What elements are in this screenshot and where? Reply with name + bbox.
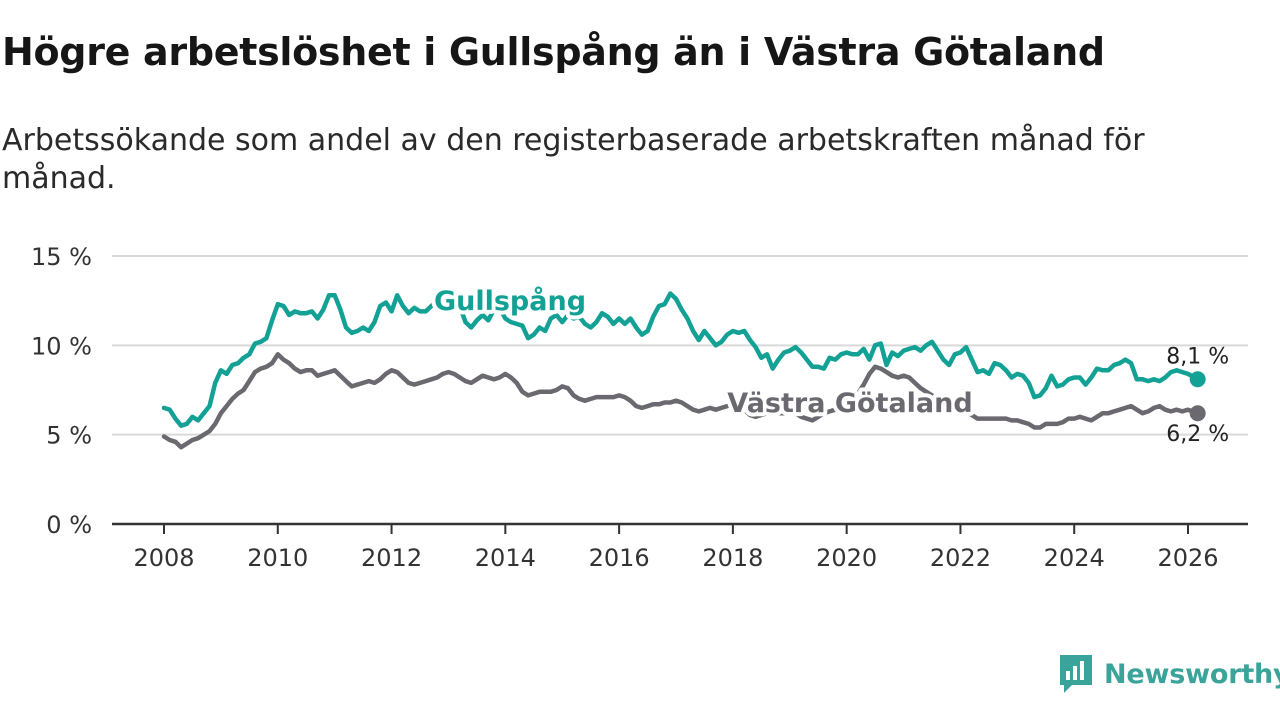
y-tick-label: 15 % [31,243,92,271]
x-tick-label: 2024 [1044,544,1105,572]
series-label-vastra-gotaland: Västra Götaland [727,388,972,419]
x-tick-label: 2022 [930,544,991,572]
x-tick-label: 2018 [702,544,763,572]
series-label-halo: Gullspång [434,285,586,317]
x-tick-label: 2008 [133,544,194,572]
series-line-gullspang [161,287,1200,428]
brand-name: Newsworthy [1104,658,1280,690]
y-tick-label: 0 % [46,511,92,539]
x-tick-label: 2010 [247,544,308,572]
newsworthy-logo-icon [1060,655,1092,693]
end-value-label: 6,2 % [1166,422,1229,447]
chart-title: Högre arbetslöshet i Gullspång än i Väst… [2,30,1105,74]
chart-subtitle: Arbetssökande som andel av den registerb… [2,123,1145,196]
x-tick-label: 2026 [1157,544,1218,572]
brand-logo: Newsworthy [1058,652,1280,696]
y-tick-label: 5 % [46,422,92,450]
y-tick-label: 10 % [31,332,92,360]
x-tick-label: 2012 [361,544,422,572]
end-point-gullspang [1189,371,1206,388]
x-tick-label: 2014 [475,544,536,572]
end-point-vastra-gotaland [1189,405,1206,422]
series-label-halo: Västra Götaland [727,388,972,419]
x-tick-label: 2020 [816,544,877,572]
series-line-vastra-gotaland [161,352,1200,450]
end-value-label: 8,1 % [1166,344,1229,369]
x-tick-label: 2016 [589,544,650,572]
series-label-gullspang: Gullspång [434,285,586,317]
